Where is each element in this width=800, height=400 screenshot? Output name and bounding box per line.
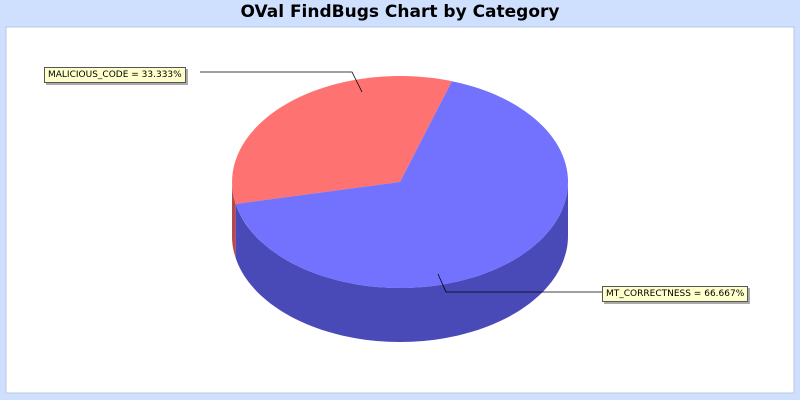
- slice-malicious-code: [232, 76, 452, 204]
- slice-side-malicious-code: [232, 180, 236, 258]
- chart-title: OVal FindBugs Chart by Category: [240, 2, 560, 22]
- leader-line-malicious-code: [200, 71, 363, 93]
- slice-mt-correctness: [235, 81, 569, 289]
- slice-label-malicious-code: MALICIOUS_CODE = 33.333%: [44, 67, 186, 83]
- slice-label-mt-correctness: MT_CORRECTNESS = 66.667%: [602, 286, 749, 302]
- slice-side-mt-correctness: [235, 182, 568, 342]
- leader-line-mt-correctness: [437, 273, 604, 293]
